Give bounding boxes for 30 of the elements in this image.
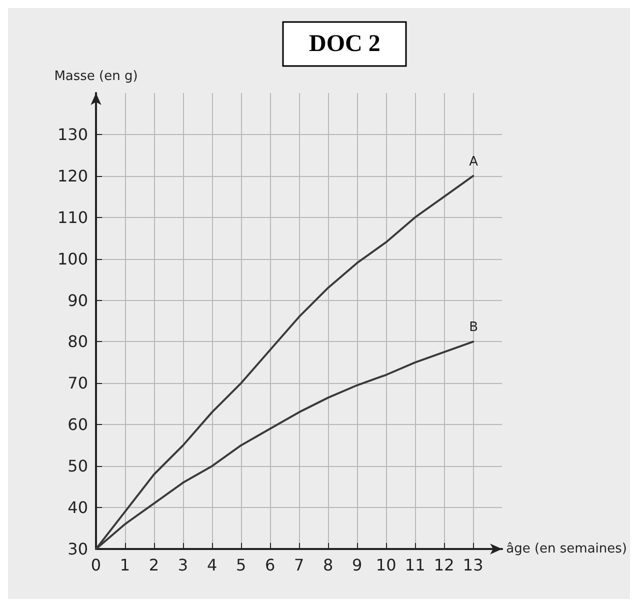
y-tick-label: 110 xyxy=(57,208,88,227)
x-tick-label: 5 xyxy=(236,556,246,574)
y-tick-label: 70 xyxy=(68,374,88,393)
x-tick-label: 2 xyxy=(148,556,160,574)
y-tick-label: 30 xyxy=(68,540,88,558)
y-tick-label: 80 xyxy=(68,332,88,352)
y-tick-label: 130 xyxy=(57,124,88,144)
x-tick-label: 12 xyxy=(434,556,454,574)
x-tick-label: 8 xyxy=(322,556,334,574)
x-tick-label: 4 xyxy=(206,556,218,574)
x-tick-label: 6 xyxy=(264,556,276,574)
y-tick-label: 50 xyxy=(68,456,88,476)
y-tick-label: 60 xyxy=(68,415,88,434)
x-axis-title: âge (en semaines) xyxy=(506,542,628,556)
y-tick-label: 90 xyxy=(68,290,88,310)
series-label: B xyxy=(469,320,478,336)
y-tick-label: 100 xyxy=(57,249,88,268)
y-tick-label: 40 xyxy=(68,498,88,518)
x-tick-label: 11 xyxy=(404,556,426,574)
y-axis-title: Masse (en g) xyxy=(54,69,138,84)
series-label: A xyxy=(469,154,478,170)
x-tick-label: 1 xyxy=(120,556,130,574)
y-tick-label: 120 xyxy=(57,166,88,186)
x-tick-label: 3 xyxy=(178,556,188,574)
x-tick-label: 7 xyxy=(294,556,304,574)
x-tick-label: 0 xyxy=(90,556,102,574)
x-tick-label: 13 xyxy=(462,556,484,574)
x-tick-label: 9 xyxy=(352,556,362,574)
x-tick-label: 10 xyxy=(376,556,396,574)
chart-title: DOC 2 xyxy=(309,31,380,57)
